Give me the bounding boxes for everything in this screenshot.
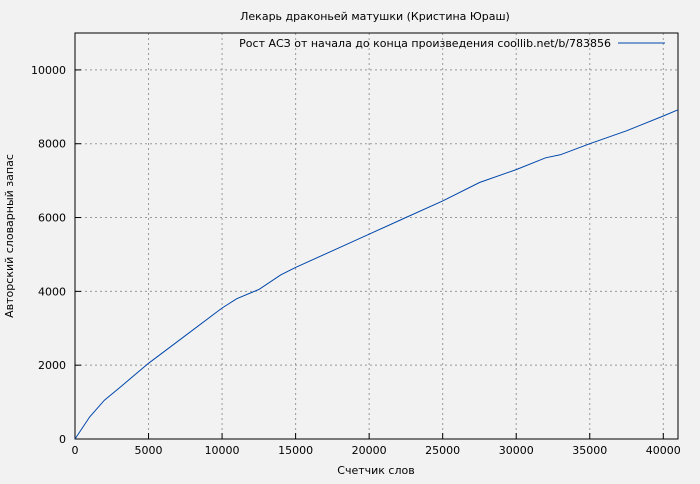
x-tick-label: 10000 (205, 444, 240, 457)
x-tick-label: 5000 (135, 444, 163, 457)
x-tick-label: 35000 (572, 444, 607, 457)
y-tick-label: 8000 (38, 138, 66, 151)
legend-label: Рост АСЗ от начала до конца произведения… (239, 37, 611, 50)
y-tick-label: 2000 (38, 359, 66, 372)
y-tick-label: 0 (59, 433, 66, 446)
x-tick-label: 40000 (646, 444, 681, 457)
axis-ticks: 0 5000 10000 15000 20000 25000 30000 35000 40000… (31, 64, 681, 457)
x-tick-label: 25000 (425, 444, 460, 457)
y-axis-label: Авторский словарный запас (3, 154, 16, 318)
x-axis-label: Счетчик слов (337, 464, 414, 477)
series-line (74, 109, 679, 440)
legend: Рост АСЗ от начала до конца произведения… (239, 37, 665, 50)
chart-title: Лекарь драконьей матушки (Кристина Юраш) (240, 10, 510, 23)
x-tick-label: 0 (72, 444, 79, 457)
x-tick-label: 30000 (499, 444, 534, 457)
y-tick-label: 10000 (31, 64, 66, 77)
x-tick-label: 20000 (352, 444, 387, 457)
y-tick-label: 6000 (38, 212, 66, 225)
y-tick-label: 4000 (38, 285, 66, 298)
plot-frame (74, 32, 679, 440)
x-tick-label: 15000 (278, 444, 313, 457)
grid (75, 33, 678, 439)
